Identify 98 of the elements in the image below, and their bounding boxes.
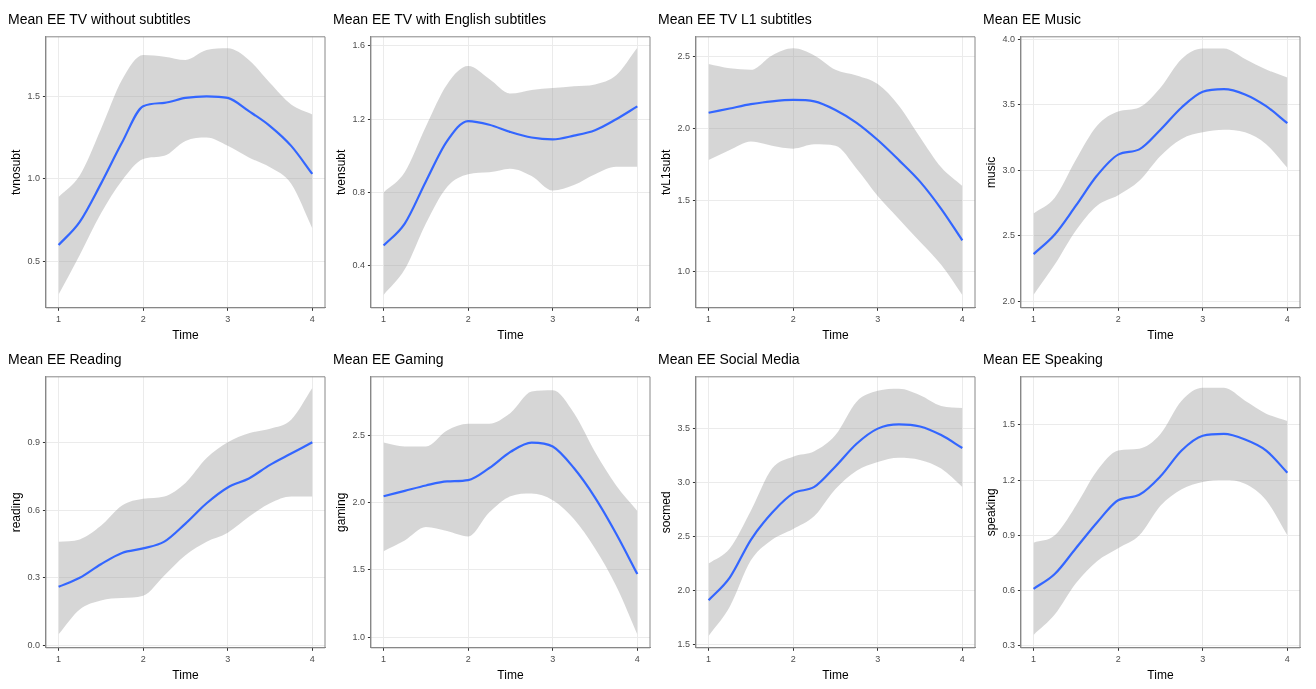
y-tick-label: 0.9 <box>1002 529 1015 540</box>
x-tick-label: 3 <box>1200 313 1206 324</box>
x-tick-label: 2 <box>140 653 146 664</box>
chart-title: Mean EE TV without subtitles <box>8 11 191 28</box>
x-axis-title: Time <box>172 328 199 343</box>
y-axis-title: socmed <box>658 491 673 534</box>
y-tick-label: 2.5 <box>677 531 690 542</box>
x-tick-label: 4 <box>309 313 315 324</box>
x-tick-label: 1 <box>381 313 387 324</box>
y-tick-label: 0.0 <box>27 640 40 651</box>
x-axis-title: Time <box>1147 668 1174 683</box>
chart-title: Mean EE Gaming <box>333 351 444 368</box>
y-tick-label: 0.5 <box>27 256 40 267</box>
x-axis-title: Time <box>1147 328 1174 343</box>
y-axis-title: tvnosubt <box>8 148 23 195</box>
y-tick-label: 1.0 <box>677 266 690 277</box>
x-tick-label: 4 <box>1284 313 1290 324</box>
x-tick-label: 2 <box>790 653 796 664</box>
y-tick-label: 2.5 <box>1002 230 1015 241</box>
x-tick-label: 4 <box>959 653 965 664</box>
x-tick-label: 4 <box>1284 653 1290 664</box>
y-tick-label: 0.6 <box>1002 585 1015 596</box>
y-tick-label: 1.5 <box>1002 419 1015 430</box>
y-tick-label: 2.0 <box>677 123 690 134</box>
x-tick-label: 4 <box>634 313 640 324</box>
x-tick-label: 4 <box>634 653 640 664</box>
chart-title: Mean EE TV with English subtitles <box>333 11 546 28</box>
x-tick-label: 3 <box>225 313 231 324</box>
x-axis-title: Time <box>497 668 524 683</box>
x-tick-label: 3 <box>225 653 231 664</box>
x-tick-label: 3 <box>550 653 556 664</box>
y-axis-title: music <box>983 156 998 188</box>
x-tick-label: 1 <box>1031 313 1037 324</box>
line-series <box>57 441 314 588</box>
y-axis-title: speaking <box>983 488 998 537</box>
x-tick-label: 2 <box>465 313 471 324</box>
x-tick-label: 3 <box>550 313 556 324</box>
chart-title: Mean EE Reading <box>8 351 122 368</box>
y-tick-label: 1.2 <box>352 113 365 124</box>
y-tick-label: 2.0 <box>1002 295 1015 306</box>
y-tick-label: 3.0 <box>677 477 690 488</box>
y-tick-label: 3.5 <box>1002 99 1015 110</box>
x-axis-title: Time <box>497 328 524 343</box>
y-tick-label: 0.3 <box>1002 640 1015 651</box>
x-axis-title: Time <box>822 328 849 343</box>
line-series <box>1032 88 1289 256</box>
x-tick-label: 2 <box>140 313 146 324</box>
y-tick-label: 1.5 <box>677 194 690 205</box>
x-tick-label: 2 <box>1115 653 1121 664</box>
y-tick-label: 0.3 <box>27 572 40 583</box>
y-tick-label: 0.9 <box>27 436 40 447</box>
y-axis-title: reading <box>8 492 23 533</box>
y-tick-label: 4.0 <box>1002 33 1015 44</box>
x-tick-label: 2 <box>465 653 471 664</box>
chart-title: Mean EE Music <box>983 11 1082 28</box>
chart-title: Mean EE Social Media <box>658 351 800 368</box>
x-tick-label: 3 <box>875 653 881 664</box>
y-tick-label: 0.6 <box>27 504 40 515</box>
x-tick-label: 1 <box>706 653 712 664</box>
line-series <box>382 441 639 576</box>
x-tick-label: 1 <box>381 653 387 664</box>
x-tick-label: 1 <box>56 313 62 324</box>
y-tick-label: 0.8 <box>352 186 365 197</box>
y-tick-label: 1.5 <box>27 90 40 101</box>
x-tick-label: 3 <box>875 313 881 324</box>
x-tick-label: 2 <box>790 313 796 324</box>
x-tick-label: 4 <box>959 313 965 324</box>
x-tick-label: 1 <box>56 653 62 664</box>
y-tick-label: 0.4 <box>352 260 365 271</box>
chart-title: Mean EE TV L1 subtitles <box>658 11 812 28</box>
y-axis-title: gaming <box>333 492 348 532</box>
y-tick-label: 3.0 <box>1002 164 1015 175</box>
line-series <box>707 98 964 242</box>
x-tick-label: 1 <box>1031 653 1037 664</box>
x-axis-title: Time <box>822 668 849 683</box>
y-tick-label: 1.2 <box>1002 474 1015 485</box>
line-series <box>382 105 639 247</box>
x-tick-label: 1 <box>706 313 712 324</box>
y-tick-label: 1.0 <box>352 631 365 642</box>
y-axis-title: tvensubt <box>333 148 348 195</box>
y-tick-label: 1.6 <box>352 40 365 51</box>
y-tick-label: 2.0 <box>352 497 365 508</box>
y-tick-label: 1.5 <box>352 564 365 575</box>
y-tick-label: 1.0 <box>27 173 40 184</box>
y-tick-label: 3.5 <box>677 423 690 434</box>
line-series <box>1032 432 1289 590</box>
line-series <box>57 95 314 247</box>
x-axis-title: Time <box>172 668 199 683</box>
line-series <box>707 423 964 602</box>
y-tick-label: 2.5 <box>352 430 365 441</box>
y-tick-label: 2.0 <box>677 585 690 596</box>
chart-title: Mean EE Speaking <box>983 351 1103 368</box>
y-tick-label: 2.5 <box>677 51 690 62</box>
x-tick-label: 4 <box>309 653 315 664</box>
y-tick-label: 1.5 <box>677 639 690 650</box>
x-tick-label: 2 <box>1115 313 1121 324</box>
y-axis-title: tvL1subt <box>658 148 673 195</box>
x-tick-label: 3 <box>1200 653 1206 664</box>
